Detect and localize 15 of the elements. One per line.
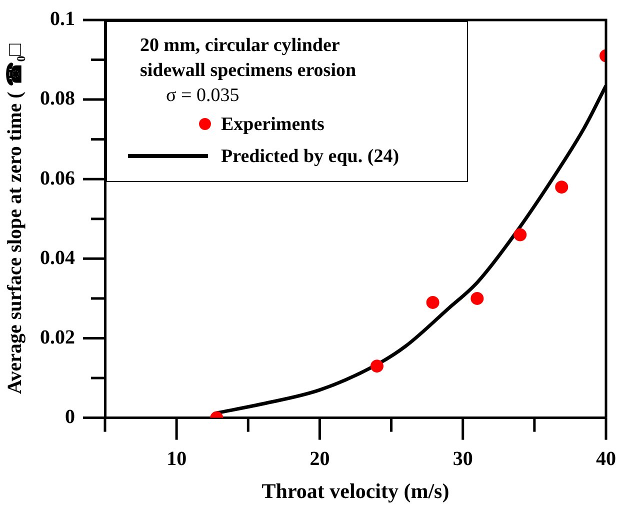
y-axis-title: Average surface slope at zero time ( ☎₀□ xyxy=(4,42,26,394)
y-tick-label: 0.08 xyxy=(40,88,75,110)
y-tick-label: 0.02 xyxy=(40,326,75,348)
legend-label: Experiments xyxy=(221,112,324,136)
y-tick-label: 0 xyxy=(65,406,75,428)
x-tick-label: 40 xyxy=(596,448,616,470)
y-tick-label: 0.04 xyxy=(40,246,75,269)
x-tick-label: 10 xyxy=(166,448,187,470)
y-tick-label: 0.1 xyxy=(50,8,75,30)
x-tick-label: 20 xyxy=(310,448,330,470)
legend-label: Predicted by equ. (24) xyxy=(221,144,400,168)
annotation: σ = 0.035 xyxy=(165,84,240,108)
x-tick-label: 30 xyxy=(452,448,473,470)
y-tick-label: 0.06 xyxy=(40,167,75,190)
x-axis-title: Throat velocity (m/s) xyxy=(262,478,450,503)
